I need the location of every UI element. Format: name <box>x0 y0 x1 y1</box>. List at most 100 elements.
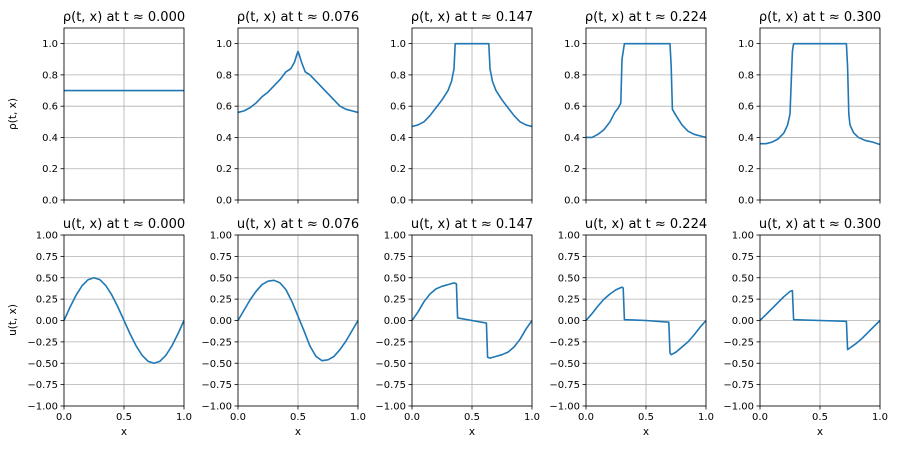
x-axis-label: x <box>643 426 649 438</box>
y-tick-label: 0.4 <box>564 133 580 144</box>
subplot-rho-5: 0.0 0.2 0.4 0.6 0.8 1.0 ρ(t, x) at t ≈ 0.300 <box>738 10 881 207</box>
y-tick-label: 0.8 <box>738 70 754 81</box>
y-tick-label: 0.0 <box>738 196 754 207</box>
y-tick-label: 1.00 <box>36 231 58 242</box>
x-tick-label: 0.5 <box>812 412 828 423</box>
u-y-axis-label: u(t, x) <box>7 304 19 336</box>
x-tick-label: 1.0 <box>872 412 888 423</box>
y-tick-label: −0.25 <box>723 337 754 348</box>
x-tick-label: 0.0 <box>404 412 420 423</box>
y-tick-label: 0.2 <box>216 164 232 175</box>
subplot-title: ρ(t, x) at t ≈ 0.300 <box>759 10 881 25</box>
subplot-rho-4: 0.0 0.2 0.4 0.6 0.8 1.0 ρ(t, x) at t ≈ 0.224 <box>564 10 707 207</box>
x-axis-label: x <box>121 426 127 438</box>
subplot-title: ρ(t, x) at t ≈ 0.224 <box>585 10 707 25</box>
y-tick-label: 0.25 <box>210 295 232 306</box>
subplot-title: u(t, x) at t ≈ 0.076 <box>237 217 359 232</box>
y-tick-label: 0.2 <box>564 164 580 175</box>
x-tick-label: 0.5 <box>638 412 654 423</box>
y-tick-label: 0.25 <box>732 295 754 306</box>
y-tick-label: 0.4 <box>390 133 406 144</box>
series-line <box>411 282 533 359</box>
y-tick-label: 0.0 <box>390 196 406 207</box>
subplot-rho-3: 0.0 0.2 0.4 0.6 0.8 1.0 ρ(t, x) at t ≈ 0.147 <box>390 10 533 207</box>
y-tick-label: −0.50 <box>201 359 232 370</box>
y-tick-label: 0.6 <box>42 102 58 113</box>
y-tick-label: −0.25 <box>201 337 232 348</box>
y-tick-label: 0.6 <box>738 102 754 113</box>
x-axis-label: x <box>469 426 475 438</box>
rho-y-axis-label: ρ(t, x) <box>7 98 19 130</box>
y-tick-label: −1.00 <box>375 402 406 413</box>
y-tick-label: 0.8 <box>564 70 580 81</box>
y-tick-label: 0.50 <box>558 273 580 284</box>
x-axis-label: x <box>295 426 301 438</box>
y-tick-label: 0.75 <box>558 252 580 263</box>
series-line <box>63 276 185 365</box>
y-tick-label: 0.25 <box>384 295 406 306</box>
series-line <box>759 289 881 351</box>
y-tick-label: 0.8 <box>390 70 406 81</box>
y-tick-label: 0.2 <box>42 164 58 175</box>
y-tick-label: −0.50 <box>549 359 580 370</box>
x-tick-label: 0.0 <box>578 412 594 423</box>
y-tick-label: 0.2 <box>738 164 754 175</box>
y-tick-label: 0.00 <box>210 316 232 327</box>
y-tick-label: 0.4 <box>738 133 754 144</box>
x-tick-label: 0.0 <box>56 412 72 423</box>
y-tick-label: 0.8 <box>42 70 58 81</box>
subplot-title: u(t, x) at t ≈ 0.147 <box>411 217 533 232</box>
subplot-u-5: 0.0 0.5 1.0 −1.00 −0.75 −0.50 −0.25 0.00 0.25 0.5… <box>723 217 888 438</box>
series-line <box>237 50 359 114</box>
x-tick-label: 0.5 <box>116 412 132 423</box>
x-axis-label: x <box>817 426 823 438</box>
y-tick-label: −1.00 <box>549 402 580 413</box>
y-tick-label: 1.00 <box>732 231 754 242</box>
y-tick-label: 0.25 <box>36 295 58 306</box>
y-tick-label: 1.0 <box>42 39 58 50</box>
x-tick-label: 0.5 <box>290 412 306 423</box>
y-tick-label: 0.8 <box>216 70 232 81</box>
subplot-title: ρ(t, x) at t ≈ 0.076 <box>237 10 359 25</box>
y-tick-label: 0.00 <box>384 316 406 327</box>
subplot-title: ρ(t, x) at t ≈ 0.147 <box>411 10 533 25</box>
y-tick-label: −0.50 <box>375 359 406 370</box>
y-tick-label: −1.00 <box>201 402 232 413</box>
x-tick-label: 0.0 <box>230 412 246 423</box>
x-tick-label: 1.0 <box>350 412 366 423</box>
y-tick-label: 1.00 <box>210 231 232 242</box>
y-tick-label: 0.0 <box>564 196 580 207</box>
y-tick-label: −0.25 <box>375 337 406 348</box>
y-tick-label: 0.00 <box>732 316 754 327</box>
y-tick-label: 0.0 <box>42 196 58 207</box>
y-tick-label: 0.0 <box>216 196 232 207</box>
x-tick-label: 0.5 <box>464 412 480 423</box>
y-tick-label: −0.50 <box>27 359 58 370</box>
y-tick-label: −0.75 <box>201 380 232 391</box>
y-tick-label: 1.0 <box>564 39 580 50</box>
y-tick-label: −1.00 <box>27 402 58 413</box>
subplot-u-1: 0.0 0.5 1.0 −1.00 −0.75 −0.50 −0.25 0.00 0.25 0.5… <box>27 217 192 438</box>
subplot-rho-2: 0.0 0.2 0.4 0.6 0.8 1.0 ρ(t, x) at t ≈ 0.076 <box>216 10 359 207</box>
y-tick-label: 0.75 <box>36 252 58 263</box>
y-tick-label: 1.0 <box>738 39 754 50</box>
subplot-u-4: 0.0 0.5 1.0 −1.00 −0.75 −0.50 −0.25 0.00 0.25 0.5… <box>549 217 714 438</box>
y-tick-label: 0.50 <box>36 273 58 284</box>
y-tick-label: 0.00 <box>36 316 58 327</box>
y-tick-label: 0.75 <box>384 252 406 263</box>
series-line <box>760 42 881 146</box>
y-tick-label: 0.6 <box>564 102 580 113</box>
y-tick-label: −1.00 <box>723 402 754 413</box>
subplot-u-2: 0.0 0.5 1.0 −1.00 −0.75 −0.50 −0.25 0.00 0.25 0.5… <box>201 217 366 438</box>
subplot-title: u(t, x) at t ≈ 0.300 <box>759 217 881 232</box>
y-tick-label: −0.75 <box>27 380 58 391</box>
series-line <box>585 286 707 356</box>
y-tick-label: 1.00 <box>384 231 406 242</box>
subplot-title: u(t, x) at t ≈ 0.224 <box>585 217 707 232</box>
y-tick-label: 1.0 <box>216 39 232 50</box>
y-tick-label: 0.4 <box>42 133 58 144</box>
subplot-title: u(t, x) at t ≈ 0.000 <box>63 217 185 232</box>
y-tick-label: 0.50 <box>384 273 406 284</box>
y-tick-label: 0.50 <box>732 273 754 284</box>
